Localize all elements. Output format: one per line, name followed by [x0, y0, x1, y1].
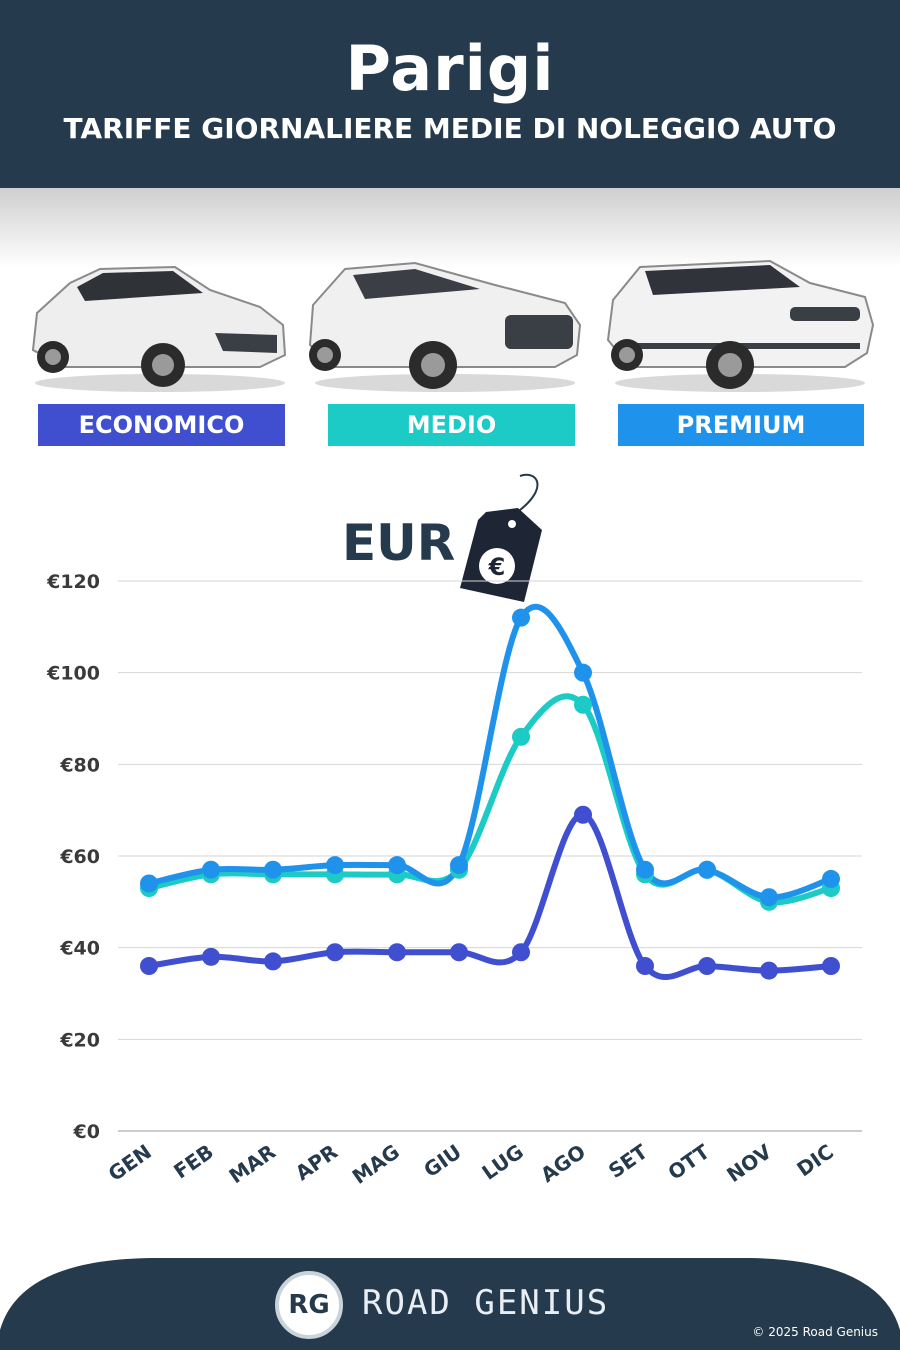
x-tick-label: MAG — [348, 1139, 404, 1188]
x-tick-label: FEB — [169, 1139, 218, 1183]
data-point-premium — [822, 869, 840, 888]
data-point-economico — [264, 952, 282, 971]
data-point-economico — [140, 957, 158, 975]
price-tag-icon: € — [460, 473, 542, 602]
brand-name: ROAD GENIUS — [362, 1283, 610, 1323]
footer-bar — [0, 1258, 900, 1350]
series-line-economico — [146, 811, 834, 980]
data-point-premium — [760, 888, 778, 907]
y-tick-label: €0 — [73, 1121, 100, 1143]
series-line-premium — [146, 603, 834, 901]
badge-economico: ECONOMICO — [38, 404, 285, 446]
copyright: © 2025 Road Genius — [752, 1325, 878, 1339]
series-points — [140, 608, 840, 980]
data-point-economico — [326, 943, 344, 962]
data-point-premium — [264, 860, 282, 879]
x-tick-label: NOV — [722, 1139, 776, 1187]
x-tick-label: OTT — [663, 1139, 714, 1185]
data-point-economico — [698, 957, 716, 975]
data-point-premium — [140, 874, 158, 893]
premium-suv-icon — [606, 259, 875, 392]
x-tick-label: AGO — [536, 1139, 590, 1187]
header-shadow — [0, 188, 900, 268]
data-point-premium — [202, 860, 220, 879]
data-point-economico — [636, 957, 654, 975]
road-genius-logo: RG — [275, 1271, 343, 1339]
y-tick-label: €40 — [59, 938, 100, 960]
data-point-premium — [388, 856, 406, 875]
rates-line-chart: EUR € €0 €20 €40 €60 €80 €100 €120 GEN FEB MAR AP… — [46, 473, 862, 1189]
data-point-premium — [450, 856, 468, 875]
x-tick-label: LUG — [477, 1139, 527, 1184]
data-point-premium — [326, 856, 344, 875]
data-point-premium — [698, 860, 716, 879]
data-point-economico — [450, 943, 468, 962]
data-point-premium — [636, 860, 654, 879]
badge-premium: PREMIUM — [618, 404, 864, 446]
x-tick-label: DIC — [792, 1139, 837, 1181]
chart-grid — [118, 580, 862, 1132]
series-lines — [146, 603, 834, 980]
data-point-premium — [574, 663, 592, 682]
y-tick-label: €100 — [46, 663, 100, 685]
data-point-economico — [822, 957, 840, 975]
page-title: Parigi — [345, 32, 555, 105]
y-tick-label: €60 — [59, 846, 100, 868]
page-subtitle: TARIFFE GIORNALIERE MEDIE DI NOLEGGIO AU… — [63, 112, 837, 145]
badge-medio: MEDIO — [328, 404, 575, 446]
x-axis: GEN FEB MAR APR MAG GIU LUG AGO SET OTT NOV DIC — [104, 1139, 838, 1189]
x-tick-label: GIU — [419, 1139, 466, 1182]
x-tick-label: GEN — [104, 1139, 156, 1186]
x-tick-label: APR — [291, 1139, 342, 1185]
y-tick-label: €20 — [59, 1029, 100, 1051]
data-point-medio — [512, 727, 530, 746]
x-tick-label: MAR — [225, 1139, 280, 1188]
data-point-economico — [512, 943, 530, 962]
data-point-economico — [388, 943, 406, 962]
midsize-suv-icon — [308, 261, 582, 392]
svg-text:€: € — [488, 553, 506, 581]
economy-car-icon — [31, 265, 287, 392]
y-tick-label: €120 — [46, 571, 100, 593]
x-tick-label: SET — [604, 1139, 652, 1183]
data-point-economico — [760, 961, 778, 980]
header-banner: Parigi TARIFFE GIORNALIERE MEDIE DI NOLE… — [0, 0, 900, 188]
data-point-premium — [512, 608, 530, 627]
currency-label: EUR — [342, 514, 455, 572]
data-point-economico — [202, 947, 220, 966]
data-point-medio — [574, 695, 592, 714]
y-axis: €0 €20 €40 €60 €80 €100 €120 — [46, 571, 100, 1143]
y-tick-label: €80 — [59, 754, 100, 776]
data-point-economico — [574, 805, 592, 824]
logo-text: RG — [288, 1290, 330, 1320]
